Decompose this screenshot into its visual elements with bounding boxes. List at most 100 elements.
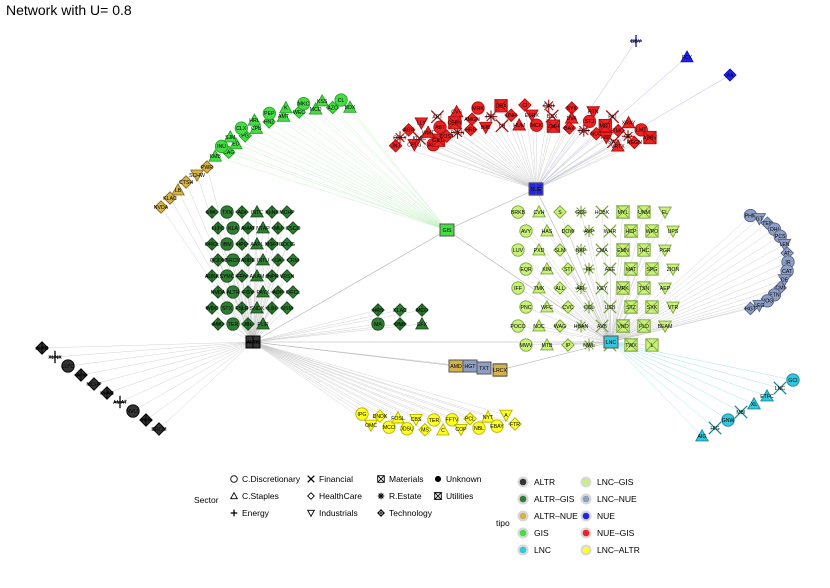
edge-altr-omc — [252, 341, 372, 426]
edge-gis-bdx — [349, 107, 448, 231]
node-lnc-gis-mtb: MTB — [540, 337, 554, 351]
node-label: MU — [274, 226, 282, 232]
node-label: CMI — [775, 286, 785, 292]
node-label: GCI — [788, 378, 797, 384]
edge-nue-swy — [535, 141, 614, 190]
node-altr-gis-ter: TER — [226, 317, 240, 331]
node-lnc-nue-leg: LEG — [752, 300, 767, 313]
node-label: AVB — [597, 324, 608, 330]
edge-lnc-cmi — [610, 287, 781, 343]
node-label: MYL — [618, 210, 629, 216]
node-nue-gis-cost: COST — [439, 129, 455, 144]
node-gis-mcd: MCD — [308, 101, 323, 115]
legend-tipo-icon-lnc-nue — [582, 495, 590, 503]
node-label: CVC — [563, 305, 574, 311]
node-lnc-gis-hcp: HCP — [623, 224, 639, 238]
edge-lnc-poco — [517, 325, 612, 343]
node-altr-gis-xlnx: XLNX — [265, 205, 279, 219]
edge-altr-ftr — [252, 341, 516, 425]
node-altr-altr: ALTR — [35, 341, 49, 355]
node-nue-gis-orly: ORLY — [393, 131, 407, 144]
node-label: WAG — [554, 324, 566, 330]
node-label: HAS — [542, 229, 553, 235]
legend-sector-icon-financial — [307, 475, 315, 483]
edge-lnc-phm — [610, 215, 751, 343]
edge-gis-kss — [321, 100, 448, 231]
edge-lnc-lnc — [610, 341, 781, 389]
node-label: UNH — [506, 113, 517, 119]
node-label: QCOM — [210, 258, 226, 264]
node-altr-nue-nvda: NVDA — [154, 200, 169, 214]
node-label: EFX — [417, 322, 428, 328]
node-altr-gis-ibm: IBM — [220, 237, 234, 251]
node-altr-gis-jbl: JBL — [241, 317, 255, 331]
node-nue-gis-unh: UNH — [504, 108, 519, 123]
node-label: CVH — [534, 210, 545, 216]
node-label: HRS — [373, 308, 384, 314]
node-lnc-altr-omc: OMC — [364, 419, 378, 433]
node-label: CTSH — [179, 180, 193, 186]
node-label: TER — [141, 418, 152, 424]
node-label: TER — [228, 322, 239, 328]
node-nue-gis-hum: HUM — [512, 117, 527, 131]
edge-lnc-lrcx — [499, 341, 612, 371]
edge-altr-payx — [252, 291, 264, 343]
node-label: MS — [421, 428, 429, 434]
node-altr-gis-klac: KLAC — [393, 303, 407, 317]
node-label: ORCL — [286, 290, 301, 296]
edge-nue-hum — [518, 124, 537, 190]
node-altr-gis-goog: GOOG — [279, 237, 295, 251]
node-label: STZ — [626, 305, 636, 311]
node-label: EMC — [206, 210, 218, 216]
node-label: SYMC — [220, 274, 235, 280]
node-label: L — [651, 343, 654, 349]
edge-gis-wec — [298, 111, 448, 231]
legend-tipo-altr-nue: ALTR–NUE — [534, 511, 578, 521]
node-label: LLY — [417, 121, 426, 127]
node-label: AZO — [327, 105, 338, 111]
legend-tipo-nue: NUE — [597, 511, 615, 521]
edge-altr-lb — [177, 189, 254, 343]
legend-tipo-icon-altr-gis — [519, 495, 527, 503]
edge-altr-xlnx — [54, 341, 254, 358]
node-label: FFIV — [236, 274, 248, 280]
edge-altr-amd — [252, 341, 457, 367]
node-label: DE — [781, 277, 789, 283]
node-label: BCR — [578, 128, 589, 134]
node-label: NYT — [483, 415, 494, 421]
node-label: KIM — [542, 267, 551, 273]
node-nue-gis-agn: AGN — [401, 123, 416, 137]
node-label: STJ — [585, 119, 595, 125]
legend-sector-industrials: Industrials — [319, 508, 358, 518]
node-lnc-gnw: GNW — [721, 413, 735, 427]
node-label: AA — [727, 73, 734, 79]
edge-lnc-mrk — [610, 287, 624, 343]
node-altr-gis-mchp: MCHP — [279, 205, 295, 219]
legend-tipo-altr: ALTR — [534, 477, 555, 487]
node-altr-gis-wdc: WDC — [205, 301, 219, 315]
node-label: CCL — [584, 305, 594, 311]
node-lnc-altr-pcl: PCL — [463, 411, 477, 426]
node-label: CSCO — [286, 226, 301, 232]
node-gis-k: K — [278, 100, 293, 114]
hub-label: ALTR — [247, 340, 260, 346]
node-altr-gis-vrsn: VRSN — [280, 269, 294, 283]
legend-tipo-altr-gis: ALTR–GIS — [534, 494, 575, 504]
node-lnc-gis-pgr: PGR — [658, 244, 672, 258]
node-label: PG — [241, 134, 249, 140]
edge-altr-nbl — [252, 341, 480, 429]
node-lnc-gis-mwv: MWV — [519, 338, 533, 352]
node-lnc-altr-jdsu: JDSU — [400, 422, 414, 436]
node-lnc-gis-pxd: PXD — [532, 242, 546, 256]
edge-nue-syk — [535, 107, 573, 190]
node-label: HBAN — [574, 324, 589, 330]
node-label: ADI — [238, 210, 247, 216]
node-label: LH — [499, 124, 506, 130]
node-label: OMC — [365, 423, 377, 429]
node-nue-gis-biib: BIIB — [478, 121, 493, 135]
node-label: FISV — [242, 290, 254, 296]
hub-gis: GIS — [439, 223, 455, 237]
node-label: VTR — [668, 305, 679, 311]
node-lnc-gis-slm: SLM — [553, 243, 567, 257]
node-label: PGR — [659, 248, 670, 254]
